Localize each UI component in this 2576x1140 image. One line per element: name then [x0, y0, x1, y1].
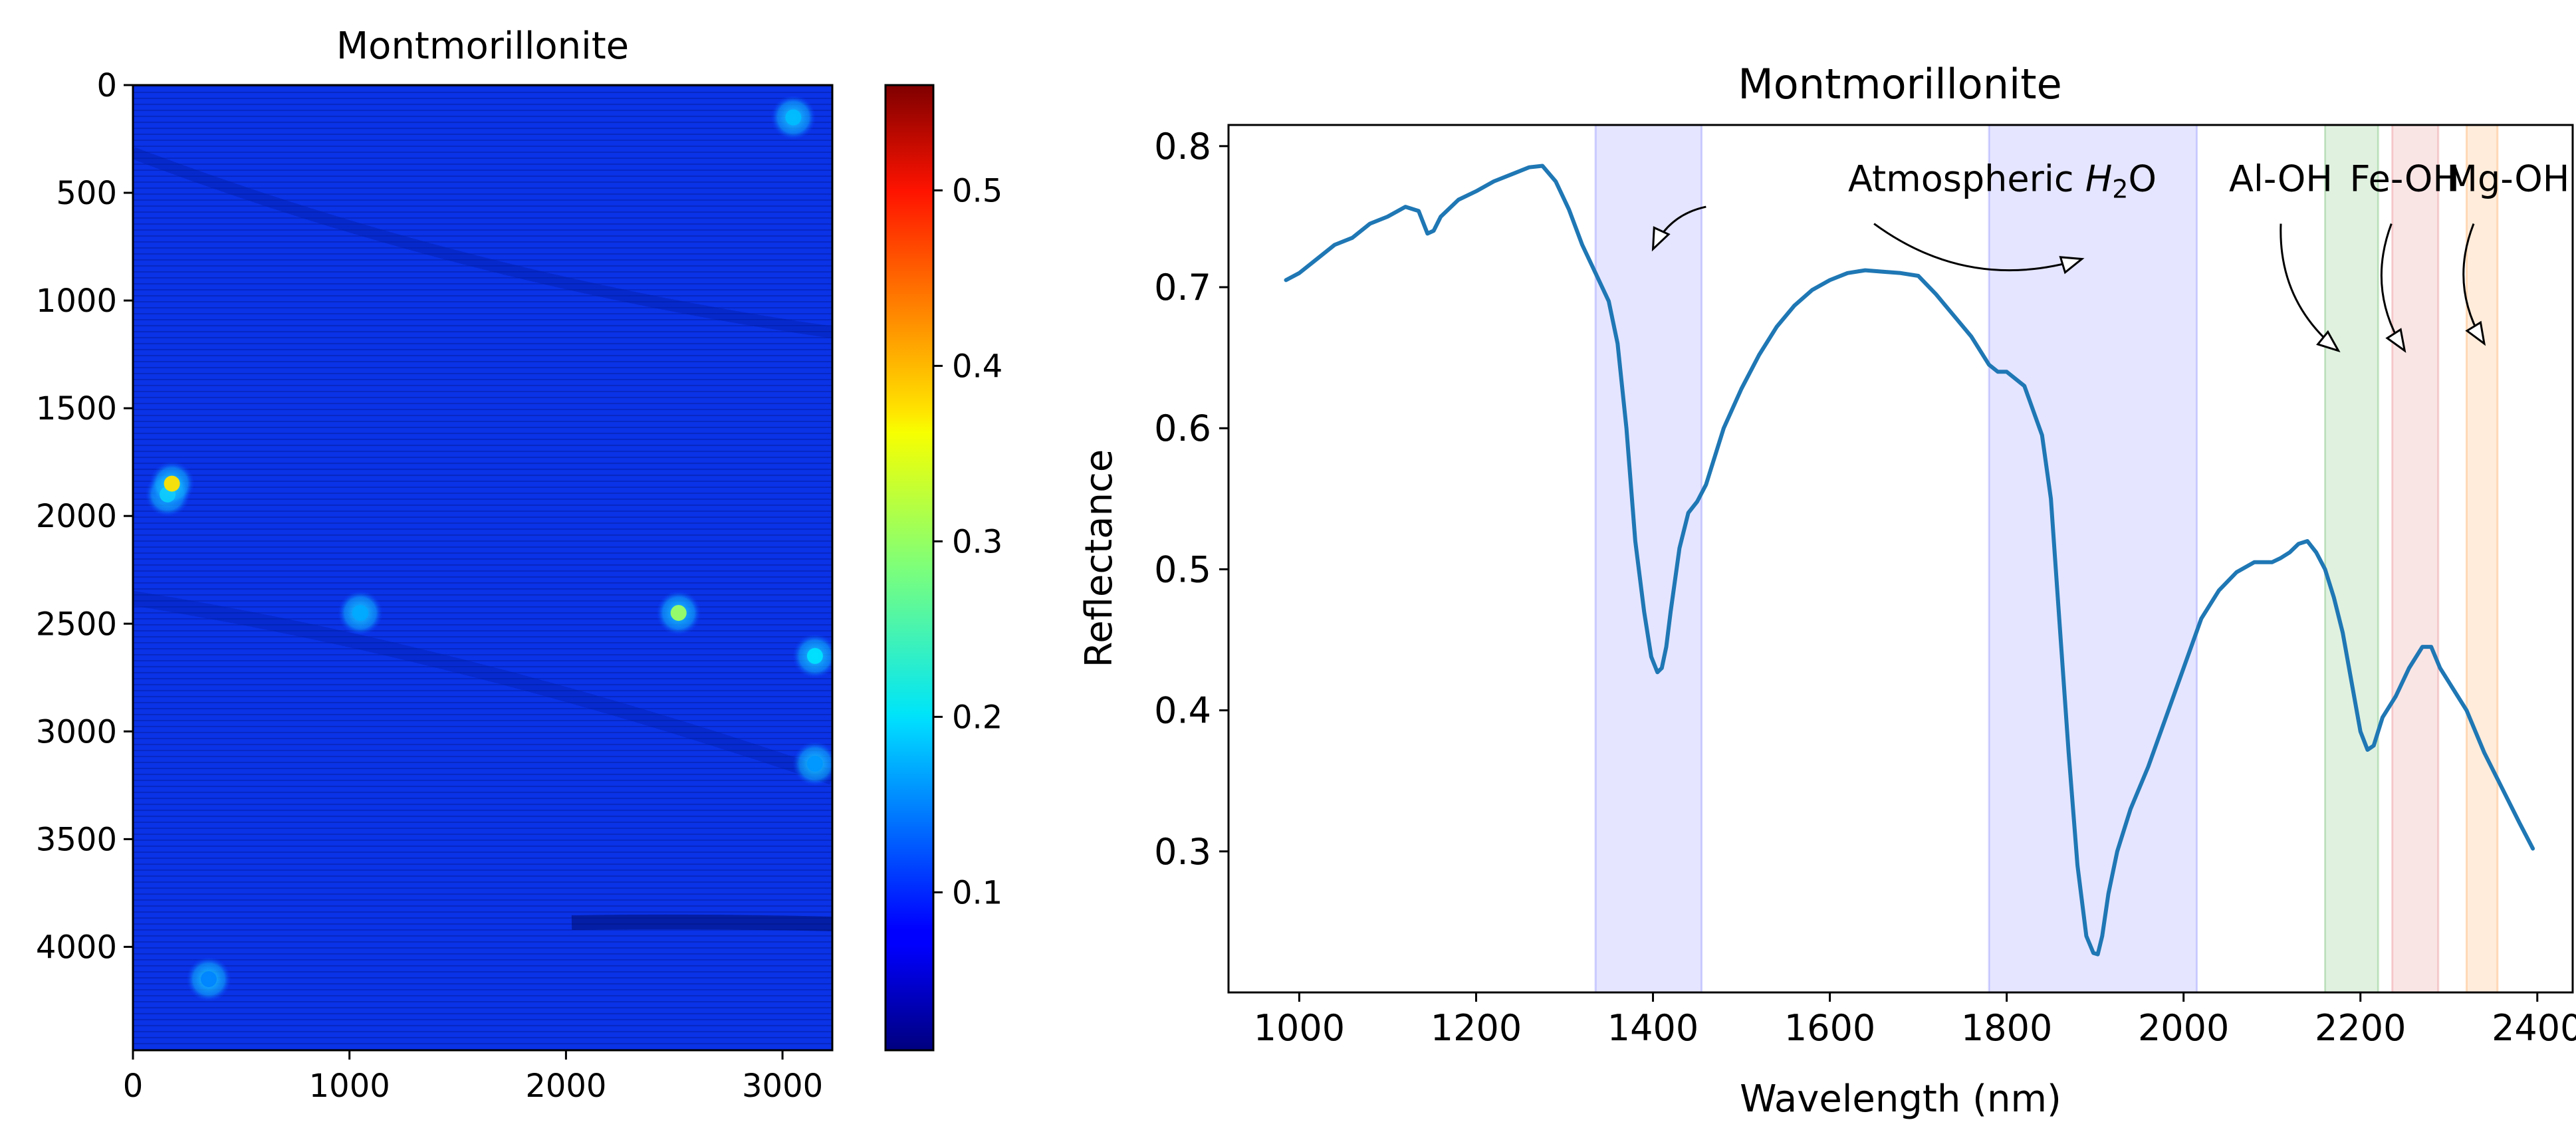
- annotation-arrowhead: [2465, 320, 2486, 346]
- heatmap-texture: [133, 85, 832, 1050]
- heatmap-feature-spot: [164, 475, 180, 492]
- heatmap-y-tick-label: 500: [56, 175, 117, 212]
- heatmap-panel: Montmorillonite 0 1000 2000 3000 0 500 1000 15…: [36, 25, 1003, 1105]
- annotation-arrowhead: [2059, 256, 2085, 275]
- y-tick-label: 0.5: [1154, 548, 1211, 590]
- heatmap-dark-streak: [133, 591, 832, 785]
- heatmap-feature-spot: [806, 647, 823, 664]
- heatmap-y-tick-label: 3000: [36, 713, 117, 750]
- annotation-arrowhead: [1651, 226, 1671, 252]
- colorbar-tick-label: 0.2: [952, 699, 1002, 736]
- x-tick-label: 2000: [2138, 1007, 2229, 1049]
- colorbar-tick-label: 0.3: [952, 523, 1002, 560]
- heatmap-x-tick-label: 1000: [309, 1068, 390, 1105]
- colorbar: [884, 84, 935, 1052]
- heatmap-feature-spot: [785, 109, 802, 126]
- x-tick-label: 1000: [1254, 1007, 1345, 1049]
- band-annotation: Atmospheric H2O: [1848, 158, 2157, 204]
- colorbar-tick-label: 0.5: [952, 172, 1002, 209]
- y-axis-label: Reflectance: [1078, 449, 1121, 667]
- annotation-arrowhead: [2385, 328, 2406, 353]
- heatmap-y-tick-label: 3500: [36, 821, 117, 858]
- line-panel: Montmorillonite Atmospheric H2O Al-OH Fe-O…: [1078, 60, 2576, 1121]
- x-axis-label: Wavelength (nm): [1740, 1078, 2061, 1121]
- absorption-band: [1989, 125, 2197, 992]
- absorption-band: [2392, 125, 2438, 992]
- series-line: [1284, 164, 2535, 957]
- absorption-band: [2325, 125, 2379, 992]
- heatmap-y-tick-label: 2500: [36, 606, 117, 643]
- x-tick-label: 1400: [1607, 1007, 1698, 1049]
- heatmap-y-tick-label: 1500: [36, 390, 117, 427]
- heatmap-x-tick-label: 3000: [742, 1068, 823, 1105]
- x-tick-label: 1200: [1431, 1007, 1522, 1049]
- y-tick-label: 0.4: [1154, 690, 1211, 732]
- annotation-arrow: [1873, 223, 2083, 272]
- plot-frame: [1227, 124, 2574, 994]
- heatmap-x-tick-label: 2000: [525, 1068, 606, 1105]
- y-tick-label: 0.3: [1154, 831, 1211, 873]
- x-tick-label: 2400: [2492, 1007, 2576, 1049]
- y-tick-label: 0.8: [1154, 126, 1211, 168]
- heatmap-feature-spot: [200, 971, 217, 988]
- colorbar-tick-label: 0.1: [952, 874, 1002, 911]
- heatmap-dark-streak: [133, 147, 832, 338]
- absorption-band: [1595, 125, 1702, 992]
- colorbar-tick-label: 0.4: [952, 348, 1002, 385]
- heatmap-y-tick-label: 1000: [36, 283, 117, 320]
- heatmap-feature-spot: [352, 605, 368, 622]
- heatmap-y-tick-label: 2000: [36, 498, 117, 535]
- band-annotation: Mg-OH: [2446, 158, 2569, 200]
- absorption-band: [2466, 125, 2498, 992]
- heatmap-y-tick-label: 4000: [36, 929, 117, 966]
- y-tick-label: 0.6: [1154, 407, 1211, 449]
- x-tick-label: 1600: [1784, 1007, 1875, 1049]
- heatmap-feature-spot: [670, 605, 687, 622]
- x-tick-label: 2200: [2315, 1007, 2406, 1049]
- band-annotation: Fe-OH: [2350, 158, 2460, 200]
- heatmap-x-tick-label: 0: [123, 1068, 144, 1105]
- band-annotation: Al-OH: [2229, 158, 2333, 200]
- heatmap-y-tick-label: 0: [96, 67, 117, 104]
- heatmap-dark-streak: [571, 914, 832, 931]
- annotation-arrowhead: [2316, 330, 2341, 353]
- heatmap-feature-spot: [806, 755, 823, 772]
- heatmap-title: Montmorillonite: [336, 25, 629, 68]
- heatmap-frame: [132, 84, 834, 1052]
- x-tick-label: 1800: [1961, 1007, 2052, 1049]
- line-title: Montmorillonite: [1738, 60, 2061, 108]
- y-tick-label: 0.7: [1154, 267, 1211, 308]
